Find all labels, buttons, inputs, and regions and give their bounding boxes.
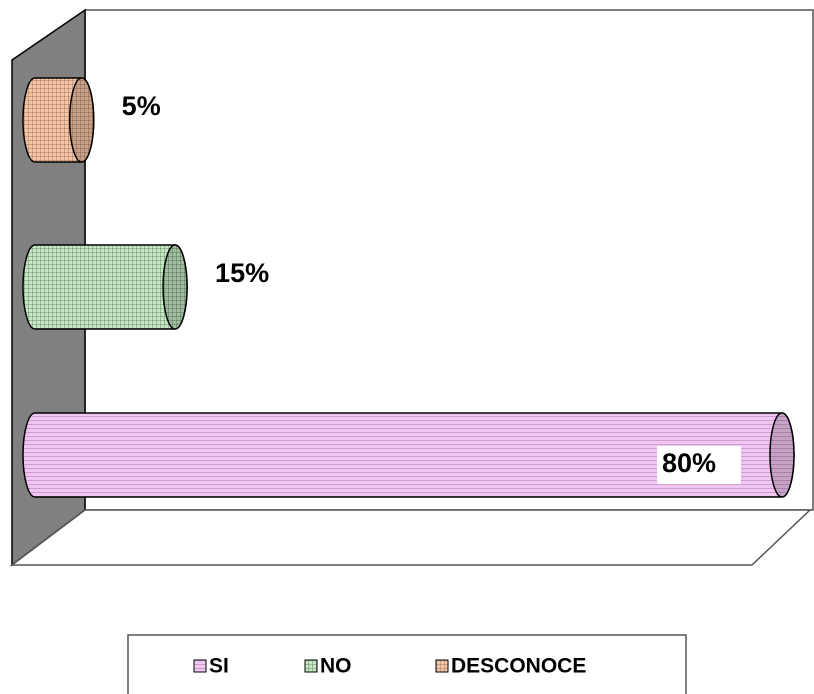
bar — [22, 412, 795, 498]
bars: 80% 15% 5% — [22, 77, 795, 498]
legend-label: NO — [320, 655, 352, 678]
floor — [9, 509, 812, 566]
bar-cap-shade — [69, 78, 94, 162]
bar-cap-shade — [769, 413, 794, 497]
legend-label: DESCONOCE — [451, 655, 586, 678]
legend-label: SI — [209, 655, 229, 678]
legend-items: SI NO DESCONOCE — [193, 655, 586, 678]
legend-swatch — [193, 659, 207, 673]
legend-swatch — [435, 659, 449, 673]
bar — [22, 77, 95, 163]
value-label: 5% — [122, 91, 161, 121]
bar — [22, 244, 188, 330]
bar-cap-shade — [163, 245, 188, 329]
bar-cap — [68, 77, 95, 163]
bar-cap — [769, 412, 795, 498]
legend — [127, 634, 687, 694]
legend-swatch — [304, 659, 318, 673]
value-label: 15% — [215, 258, 269, 288]
value-label: 80% — [662, 448, 716, 478]
bar-cap — [162, 244, 188, 330]
value-label-bg — [656, 446, 741, 484]
